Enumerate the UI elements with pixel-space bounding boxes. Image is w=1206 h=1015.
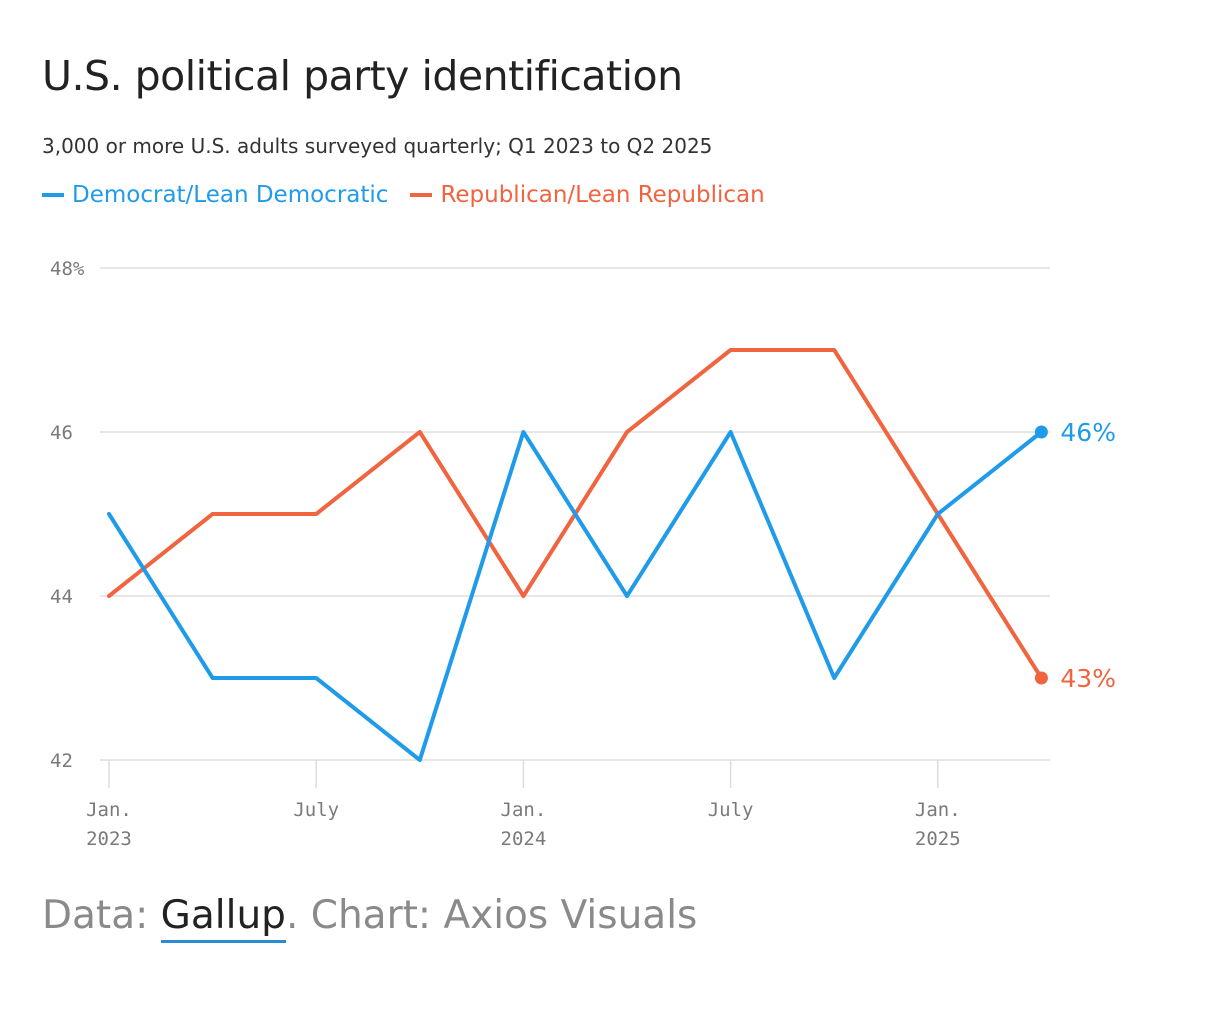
source-suffix: . Chart: Axios Visuals xyxy=(285,893,698,938)
x-tick-label-year: 2023 xyxy=(86,828,132,850)
y-tick-label: 44 xyxy=(50,586,73,608)
chart-title: U.S. political party identification xyxy=(42,52,683,100)
source-line: Data: Gallup. Chart: Axios Visuals xyxy=(42,893,698,943)
series-end-point-republican xyxy=(1034,671,1048,685)
source-prefix: Data: xyxy=(42,893,161,938)
y-tick-label: 46 xyxy=(50,422,73,444)
x-tick-label: Jan. xyxy=(501,799,547,821)
x-tick-label-year: 2025 xyxy=(915,828,961,850)
legend-item-democrat: Democrat/Lean Democratic xyxy=(42,182,388,208)
chart-subtitle: 3,000 or more U.S. adults surveyed quart… xyxy=(42,134,713,158)
legend: Democrat/Lean Democratic Republican/Lean… xyxy=(42,182,765,208)
y-tick-label: 48% xyxy=(50,258,85,280)
line-chart: 48% 46 44 42 Jan. 2023 July Jan. 2024 July Jan. 202… xyxy=(50,258,1116,850)
series-end-label-democrat: 46% xyxy=(1060,418,1116,447)
legend-swatch-democrat xyxy=(42,193,64,197)
legend-swatch-republican xyxy=(410,193,433,197)
legend-label-republican: Republican/Lean Republican xyxy=(440,182,765,208)
x-tick-label: Jan. xyxy=(86,799,132,821)
x-tick-label-year: 2024 xyxy=(501,828,547,850)
x-tick-label: July xyxy=(708,799,754,821)
legend-label-democrat: Democrat/Lean Democratic xyxy=(72,182,389,208)
x-tick-label: July xyxy=(293,799,339,821)
legend-item-republican: Republican/Lean Republican xyxy=(410,182,765,208)
series-line-democrat xyxy=(107,430,1044,762)
x-tick-label: Jan. xyxy=(915,799,961,821)
series-end-point-democrat xyxy=(1034,425,1048,439)
y-tick-label: 42 xyxy=(50,750,73,772)
series-end-label-republican: 43% xyxy=(1060,664,1116,693)
source-link-gallup[interactable]: Gallup xyxy=(160,893,286,943)
